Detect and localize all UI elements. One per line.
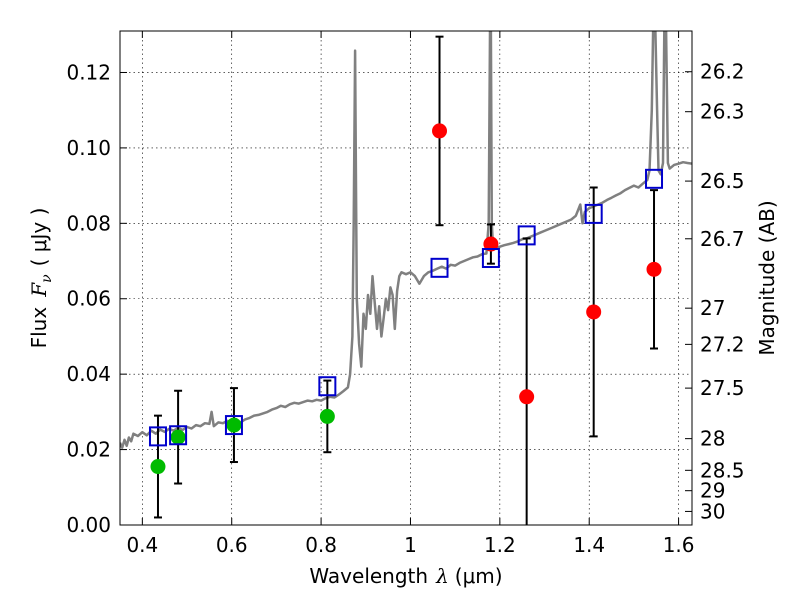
nir-point — [646, 261, 662, 277]
x-tick-label: 1 — [404, 533, 417, 557]
axis-ticks: 0.4 0.6 0.8 1 1.2 1.4 1.6 0.00 0.02 0.04 0.06 0.08 0… — [66, 31, 745, 557]
nir-point — [432, 123, 448, 139]
x-axis-label-text: Wavelength — [309, 564, 428, 588]
nir-point — [586, 304, 602, 320]
y-tick-label: 0.08 — [66, 211, 111, 235]
nir-point — [519, 389, 535, 405]
y-tick-label: 0.04 — [66, 362, 111, 386]
right-axis-label: Magnitude (AB) — [755, 200, 779, 355]
x-tick-label: 0.8 — [305, 533, 337, 557]
y-tick-label: 0.12 — [66, 60, 111, 84]
x-tick-label: 0.4 — [126, 533, 158, 557]
right-tick-label: 28.5 — [700, 458, 745, 482]
optical-point — [150, 459, 166, 475]
right-tick-label: 26.2 — [700, 60, 745, 84]
x-tick-label: 1.2 — [484, 533, 516, 557]
x-axis-symbol: λ — [435, 564, 449, 588]
right-tick-label: 28 — [700, 427, 725, 451]
right-tick-label: 27 — [700, 296, 725, 320]
x-axis-label: Wavelength λ (μm) — [309, 564, 502, 588]
y-axis-unit: ( μJy ) — [27, 208, 51, 267]
model-photometry-square — [517, 225, 536, 246]
model-photometry-square — [430, 257, 449, 278]
y-axis-subscript: ν — [39, 274, 55, 283]
optical-point — [226, 417, 242, 433]
model-photometry-square — [224, 415, 243, 436]
y-tick-label: 0.00 — [66, 513, 111, 537]
error-bars — [153, 35, 659, 525]
optical-point — [319, 408, 335, 424]
nir-point — [483, 236, 499, 252]
model-photometry-square — [645, 168, 664, 189]
markers — [148, 123, 664, 475]
right-tick-label: 29 — [700, 479, 725, 503]
y-tick-label: 0.10 — [66, 136, 111, 160]
model-photometry-square — [318, 376, 337, 397]
y-tick-label: 0.06 — [66, 287, 111, 311]
model-photometry-square — [481, 248, 500, 269]
model-photometry-square — [148, 426, 167, 447]
x-tick-label: 1.6 — [663, 533, 695, 557]
right-tick-label: 30 — [700, 499, 725, 523]
right-tick-label: 26.3 — [700, 100, 745, 124]
model-photometry-square — [169, 425, 188, 446]
grid-lines — [120, 31, 692, 526]
right-tick-label: 26.5 — [700, 169, 745, 193]
x-tick-label: 1.4 — [573, 533, 605, 557]
right-tick-label: 27.2 — [700, 332, 745, 356]
y-tick-label: 0.02 — [66, 438, 111, 462]
model-spectrum-line — [120, 31, 692, 449]
x-tick-label: 0.6 — [216, 533, 248, 557]
model-photometry-square — [584, 203, 603, 224]
x-axis-unit: (μm) — [455, 564, 503, 588]
right-tick-label: 27.5 — [700, 376, 745, 400]
y-axis-symbol: F — [27, 282, 51, 298]
y-axis-label: Flux Fν ( μJy ) — [27, 208, 55, 349]
right-tick-label: 26.7 — [700, 227, 745, 251]
data-series — [120, 31, 692, 449]
plot-frame — [119, 30, 693, 526]
optical-point — [170, 429, 186, 445]
y-axis-label-text: Flux — [27, 307, 51, 349]
